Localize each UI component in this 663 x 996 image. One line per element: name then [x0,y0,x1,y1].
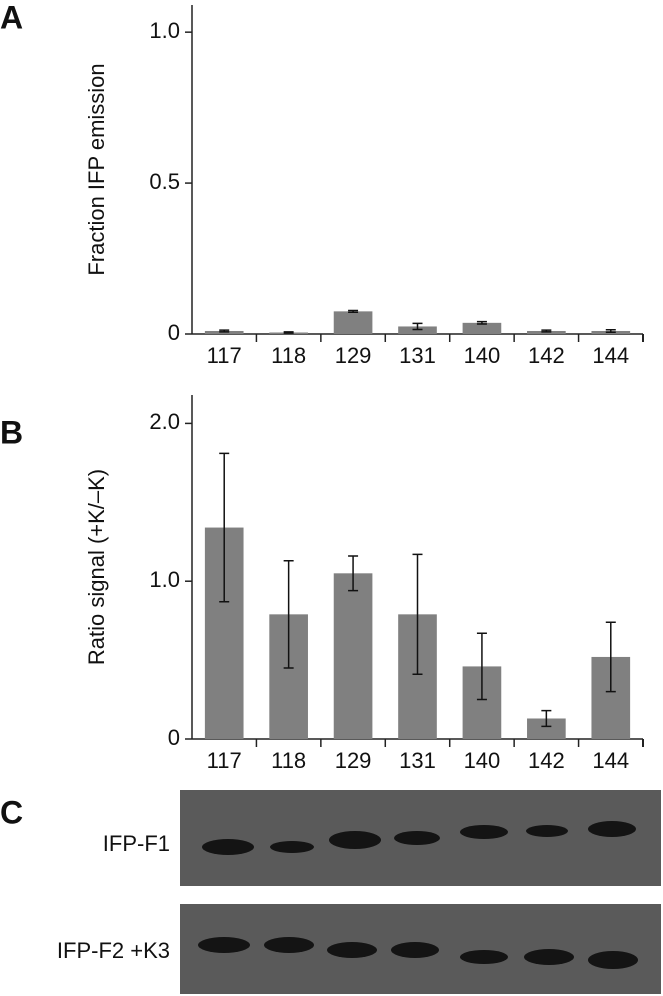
y-tick-label: 0 [168,320,180,345]
x-tick-label: 144 [592,343,629,368]
panel-label: B [0,414,23,450]
blot-row-label: IFP-F1 [103,831,170,856]
panel-label: C [0,794,23,830]
x-tick-label: 129 [335,343,372,368]
error-bar [605,621,616,693]
error-bar [476,632,487,701]
error-bar [412,553,423,676]
error-bar [219,452,230,603]
error-bar [605,329,616,333]
error-bar [348,309,359,314]
error-bar [219,329,230,333]
x-tick-label: 129 [335,748,372,773]
blot-bands [198,821,638,969]
y-axis-label: Fraction IFP emission [84,63,109,275]
x-tick-label: 118 [271,748,306,773]
x-tick-label: 144 [592,748,629,773]
error-bar [412,322,423,331]
error-bar [541,329,552,333]
x-tick-label: 142 [528,748,565,773]
bar [398,326,437,334]
x-tick-label: 140 [464,343,501,368]
blot-row-label: IFP-F2 +K3 [57,938,170,963]
bar [462,322,502,334]
panel-label: A [0,0,23,35]
y-tick-label: 2.0 [149,409,180,434]
x-tick-label: 118 [271,343,306,368]
error-bar [541,709,552,728]
error-bar [283,331,294,334]
y-tick-label: 0.5 [149,169,180,194]
bar [333,311,373,334]
x-tick-label: 131 [399,343,436,368]
y-tick-label: 1.0 [149,567,180,592]
x-tick-label: 131 [399,748,436,773]
x-tick-label: 142 [528,343,565,368]
error-bar [348,555,359,592]
x-tick-label: 117 [207,748,242,773]
error-bar [476,320,487,325]
error-bar [283,559,294,669]
y-tick-label: 0 [168,725,180,750]
bar [333,573,373,739]
y-tick-label: 1.0 [149,18,180,43]
bar [527,718,566,739]
x-tick-label: 117 [207,343,242,368]
x-tick-label: 140 [464,748,501,773]
y-axis-label: Ratio signal (+K/–K) [84,469,109,665]
